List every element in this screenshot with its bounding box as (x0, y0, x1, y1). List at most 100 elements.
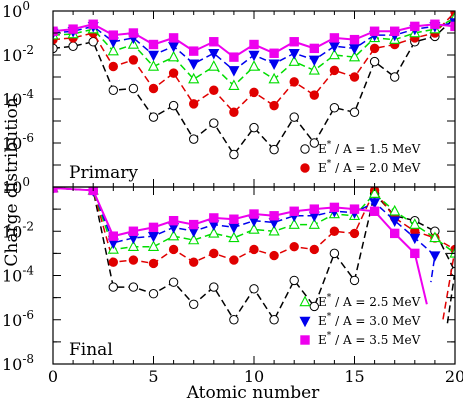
data-point (268, 72, 280, 84)
data-point (289, 275, 299, 286)
y-tick-label: 100 (2, 0, 30, 21)
data-point (329, 226, 340, 236)
data-point (229, 214, 239, 224)
data-point (147, 50, 160, 62)
legend-marker-E3.5 (300, 335, 310, 345)
x-tick-label: 20 (445, 367, 463, 386)
data-point (269, 100, 279, 111)
data-point (168, 68, 179, 78)
x-tick-label: 0 (48, 367, 58, 386)
data-point (148, 39, 159, 50)
legend-label-E3.5: E* / A = 3.5 MeV (318, 331, 421, 347)
legend-marker-E2.0 (300, 163, 310, 173)
data-point (249, 122, 259, 133)
data-point (329, 248, 340, 259)
panel-primary-series (53, 11, 455, 160)
data-point (88, 19, 98, 29)
data-point (108, 85, 119, 95)
data-point (269, 144, 279, 155)
data-point (369, 56, 380, 67)
data-point (228, 223, 240, 234)
x-axis-title: Atomic number (186, 383, 320, 403)
data-point (209, 118, 219, 128)
y-tick-label: 10-2 (2, 43, 34, 65)
data-point (389, 204, 401, 216)
data-point (249, 39, 259, 50)
data-point (269, 315, 279, 325)
data-point (248, 223, 260, 234)
legend-label-E1.5: E* / A = 1.5 MeV (318, 140, 421, 156)
data-point (128, 226, 139, 236)
data-point (147, 240, 160, 251)
data-point (128, 83, 139, 94)
data-point (289, 242, 299, 252)
data-point (188, 233, 200, 245)
data-point (108, 30, 118, 40)
data-point (389, 216, 401, 227)
data-point (228, 66, 240, 77)
data-point (68, 41, 78, 51)
data-point (269, 250, 279, 261)
data-point (53, 26, 58, 36)
data-point (410, 248, 420, 259)
data-point (288, 55, 300, 66)
y-tick-label: 10-8 (2, 352, 34, 374)
data-point (249, 244, 259, 255)
data-point (269, 211, 279, 221)
y-axis-title: Charge distribution (2, 97, 22, 266)
data-point (349, 34, 360, 45)
data-point (309, 138, 319, 148)
y-tick-label: 10-4 (2, 87, 34, 109)
data-point (128, 28, 139, 38)
data-point (289, 206, 299, 216)
data-point (108, 257, 119, 267)
axes-layer: 10-610-410-2100Primary10-810-610-410-210… (2, 0, 463, 386)
data-point (329, 33, 340, 43)
data-point (188, 59, 200, 71)
data-point (108, 231, 118, 241)
data-point (209, 248, 219, 259)
data-point (328, 42, 340, 53)
series-layer (53, 11, 455, 327)
data-point (168, 244, 179, 255)
data-point (53, 43, 58, 54)
data-point (348, 44, 361, 55)
data-point (410, 21, 420, 32)
data-point (348, 50, 361, 62)
data-point (369, 26, 380, 36)
data-point (409, 233, 421, 245)
data-point (189, 46, 199, 56)
data-point (288, 49, 300, 60)
data-point (148, 289, 159, 299)
data-point (329, 202, 340, 213)
data-point (309, 301, 319, 312)
data-point (189, 134, 199, 144)
legend-label-E3.0: E* / A = 3.0 MeV (318, 312, 421, 328)
x-tick-label: 10 (244, 367, 264, 386)
data-point (349, 204, 360, 214)
data-point (228, 231, 240, 243)
data-point (308, 63, 320, 75)
data-point (429, 251, 441, 262)
data-point (369, 206, 380, 216)
data-point (349, 275, 360, 286)
data-point (349, 228, 360, 239)
data-point (147, 231, 160, 243)
data-point (269, 48, 279, 58)
data-point (349, 72, 360, 82)
data-point (189, 99, 199, 109)
data-point (368, 187, 381, 198)
series-line-E1.5 (53, 17, 455, 156)
data-point (429, 231, 441, 243)
data-point (328, 48, 341, 60)
data-point (148, 222, 159, 233)
legend-label-E2.0: E* / A = 2.0 MeV (318, 159, 421, 175)
data-point (349, 107, 360, 117)
data-point (390, 26, 400, 36)
data-point (209, 37, 219, 47)
data-point (168, 33, 179, 43)
data-point (168, 42, 180, 53)
data-point (229, 315, 239, 325)
data-point (189, 257, 199, 267)
data-point (108, 61, 119, 72)
